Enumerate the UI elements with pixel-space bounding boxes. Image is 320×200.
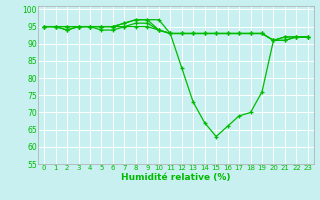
X-axis label: Humidité relative (%): Humidité relative (%) <box>121 173 231 182</box>
